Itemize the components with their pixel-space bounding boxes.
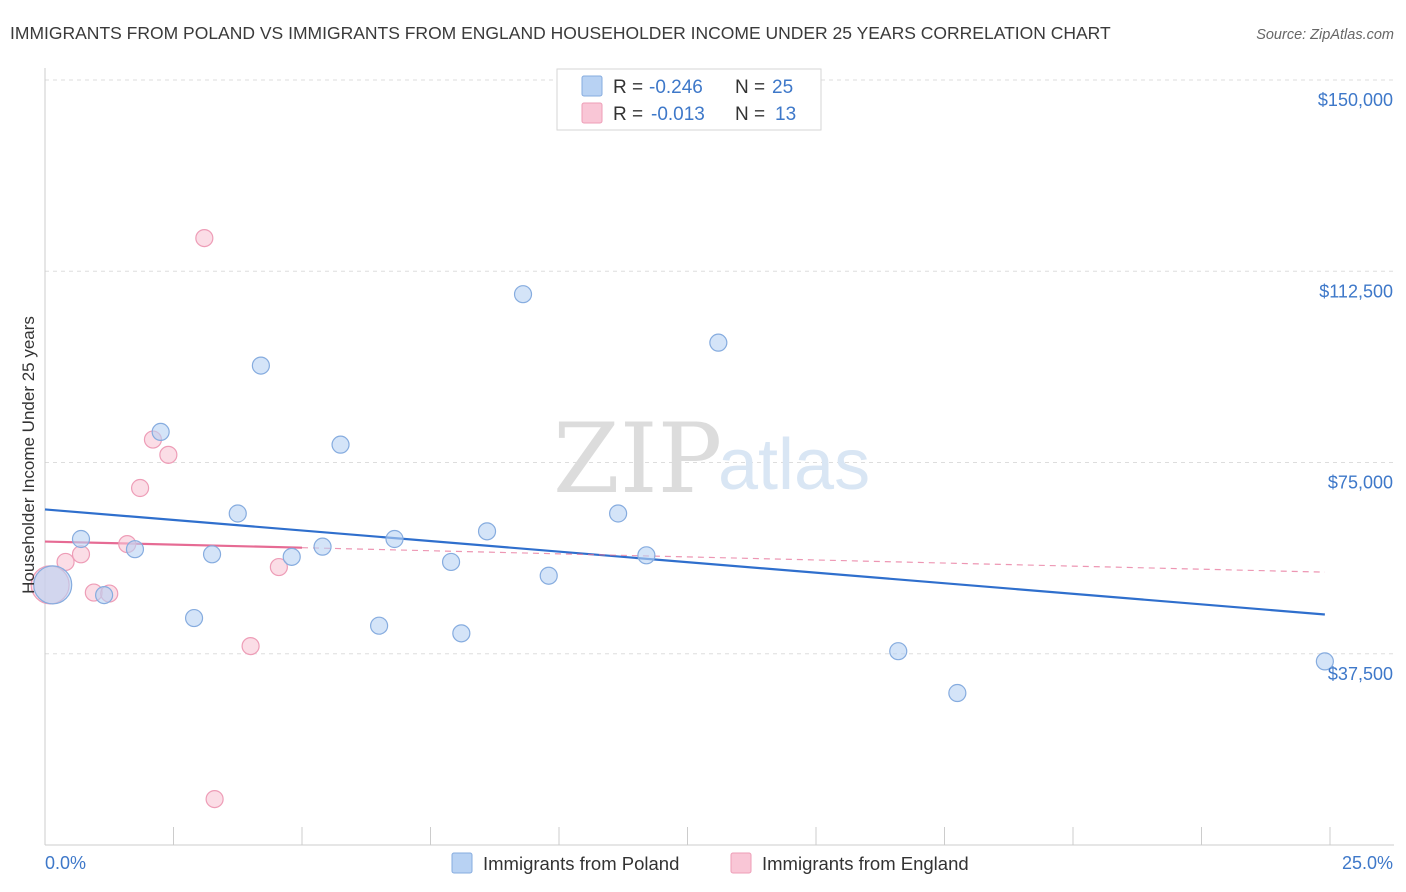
source-label: Source: ZipAtlas.com [1256, 27, 1394, 43]
poland-point [251, 356, 270, 375]
poland-point [95, 585, 114, 605]
y-tick-label: $150,000 [1318, 90, 1393, 110]
poland-point [441, 552, 461, 572]
series-legend: Immigrants from Poland Immigrants from E… [451, 852, 969, 874]
poland-point [513, 285, 533, 304]
poland-point [184, 608, 204, 628]
y-tick-label: $75,000 [1328, 473, 1393, 493]
england-trend-extension [301, 547, 1325, 573]
poland-n-label: N = [735, 77, 765, 98]
poland-n-value: 25 [772, 77, 793, 98]
poland-point [313, 537, 332, 556]
poland-point [1315, 652, 1334, 671]
england-point [159, 445, 178, 464]
poland-point [385, 529, 404, 549]
y-tick-label: $37,500 [1328, 664, 1393, 684]
scatter-points [30, 229, 1334, 809]
poland-point [539, 566, 558, 585]
poland-point [637, 546, 656, 565]
poland-point [33, 565, 73, 605]
watermark-atlas: atlas [718, 425, 870, 505]
legend-poland-label: Immigrants from Poland [483, 853, 679, 874]
trend-lines [44, 508, 1325, 616]
england-point [130, 478, 150, 498]
x-tick-label: 25.0% [1342, 853, 1393, 873]
poland-point [125, 540, 145, 559]
england-point [205, 789, 224, 809]
poland-point [452, 624, 471, 643]
poland-trend-line [44, 508, 1325, 616]
poland-point [370, 616, 389, 635]
legend-england-label: Immigrants from England [762, 853, 969, 874]
y-tick-label: $112,500 [1319, 281, 1393, 301]
england-r-value: -0.013 [651, 104, 705, 125]
poland-r-label: R = [613, 77, 643, 98]
poland-point [228, 504, 247, 523]
england-point [195, 229, 214, 248]
england-point [71, 545, 91, 564]
chart-title: IMMIGRANTS FROM POLAND VS IMMIGRANTS FRO… [10, 23, 1111, 43]
england-point [269, 557, 288, 577]
england-n-value: 13 [775, 104, 796, 125]
legend-poland-swatch [451, 852, 473, 874]
poland-point [202, 545, 222, 564]
poland-swatch [581, 75, 603, 97]
poland-point [609, 504, 628, 523]
poland-r-value: -0.246 [649, 77, 703, 98]
tick-labels: $37,500 $75,000 $112,500 $150,000 0.0% 25.0% [45, 90, 1393, 873]
gridlines [45, 79, 1394, 655]
england-r-label: R = [613, 104, 643, 125]
watermark: ZIP atlas [553, 403, 870, 515]
poland-point [709, 333, 728, 352]
poland-point [282, 547, 301, 566]
stats-legend: R = -0.246 N = 25 R = -0.013 N = 13 [556, 68, 822, 131]
poland-point [331, 435, 350, 454]
watermark-zip: ZIP [553, 403, 722, 515]
axes [44, 68, 1394, 846]
england-swatch [581, 102, 603, 124]
england-n-label: N = [735, 104, 765, 125]
poland-point [71, 529, 91, 549]
legend-england-swatch [730, 852, 752, 874]
poland-point [889, 642, 908, 661]
poland-point [151, 422, 170, 441]
x-tick-label: 0.0% [45, 853, 86, 873]
poland-point [477, 522, 497, 541]
y-axis-label: Householder Income Under 25 years [19, 316, 38, 594]
england-point [241, 636, 260, 656]
poland-point [948, 683, 967, 703]
